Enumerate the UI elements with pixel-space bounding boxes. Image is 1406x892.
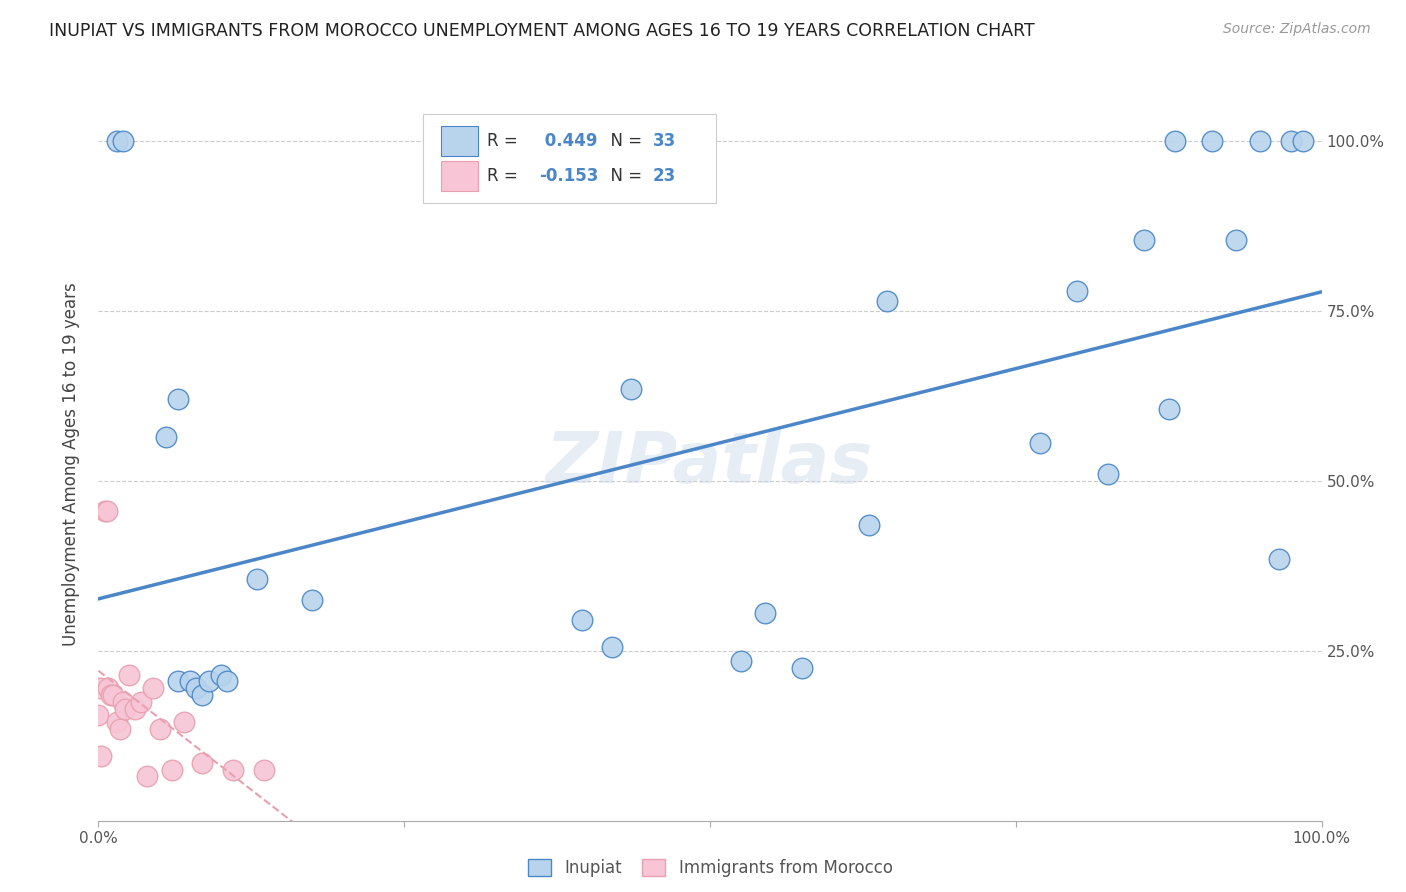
Text: 0.449: 0.449	[538, 132, 598, 150]
Text: N =: N =	[600, 168, 647, 186]
Point	[790, 661, 813, 675]
FancyBboxPatch shape	[441, 161, 478, 191]
Point	[600, 640, 623, 655]
Point	[191, 688, 214, 702]
Point	[1164, 134, 1187, 148]
Point	[155, 430, 177, 444]
Point	[1268, 552, 1291, 566]
Point	[173, 715, 195, 730]
Point	[1292, 134, 1315, 148]
Point	[111, 695, 134, 709]
Point	[160, 763, 183, 777]
Point	[118, 667, 141, 681]
Point	[93, 504, 115, 518]
Point	[222, 763, 245, 777]
Point	[215, 674, 238, 689]
Text: R =: R =	[488, 132, 523, 150]
Point	[1201, 134, 1223, 148]
Text: 33: 33	[652, 132, 676, 150]
Point	[96, 504, 118, 518]
Point	[90, 749, 112, 764]
Point	[89, 681, 111, 695]
Point	[105, 134, 128, 148]
Point	[1066, 284, 1088, 298]
Point	[110, 722, 132, 736]
Point	[167, 674, 190, 689]
Point	[186, 681, 208, 695]
Text: INUPIAT VS IMMIGRANTS FROM MOROCCO UNEMPLOYMENT AMONG AGES 16 TO 19 YEARS CORREL: INUPIAT VS IMMIGRANTS FROM MOROCCO UNEMP…	[49, 22, 1035, 40]
Point	[209, 667, 232, 681]
Text: R =: R =	[488, 168, 523, 186]
Text: ZIPatlas: ZIPatlas	[547, 429, 873, 499]
Point	[876, 293, 898, 308]
Point	[754, 607, 776, 621]
Point	[191, 756, 214, 770]
Point	[114, 701, 136, 715]
Point	[197, 674, 219, 689]
Point	[1133, 233, 1156, 247]
Point	[111, 134, 134, 148]
Point	[100, 688, 122, 702]
Point	[730, 654, 752, 668]
Point	[142, 681, 165, 695]
Text: -0.153: -0.153	[538, 168, 598, 186]
Point	[149, 722, 172, 736]
Point	[101, 688, 124, 702]
FancyBboxPatch shape	[423, 114, 716, 203]
FancyBboxPatch shape	[441, 126, 478, 155]
Point	[1225, 233, 1247, 247]
Point	[858, 518, 880, 533]
Text: N =: N =	[600, 132, 647, 150]
Point	[1029, 436, 1052, 450]
Point	[1249, 134, 1271, 148]
Point	[136, 769, 159, 783]
Point	[619, 382, 641, 396]
Point	[179, 674, 201, 689]
Point	[252, 763, 274, 777]
Text: 23: 23	[652, 168, 676, 186]
Legend: Inupiat, Immigrants from Morocco: Inupiat, Immigrants from Morocco	[520, 852, 900, 884]
Point	[246, 573, 269, 587]
Point	[571, 613, 593, 627]
Y-axis label: Unemployment Among Ages 16 to 19 years: Unemployment Among Ages 16 to 19 years	[62, 282, 80, 646]
Point	[1157, 402, 1180, 417]
Point	[1097, 467, 1119, 481]
Point	[87, 708, 110, 723]
Text: Source: ZipAtlas.com: Source: ZipAtlas.com	[1223, 22, 1371, 37]
Point	[124, 701, 146, 715]
Point	[97, 681, 120, 695]
Point	[129, 695, 152, 709]
Point	[301, 592, 323, 607]
Point	[105, 715, 128, 730]
Point	[167, 392, 190, 407]
Point	[1279, 134, 1302, 148]
